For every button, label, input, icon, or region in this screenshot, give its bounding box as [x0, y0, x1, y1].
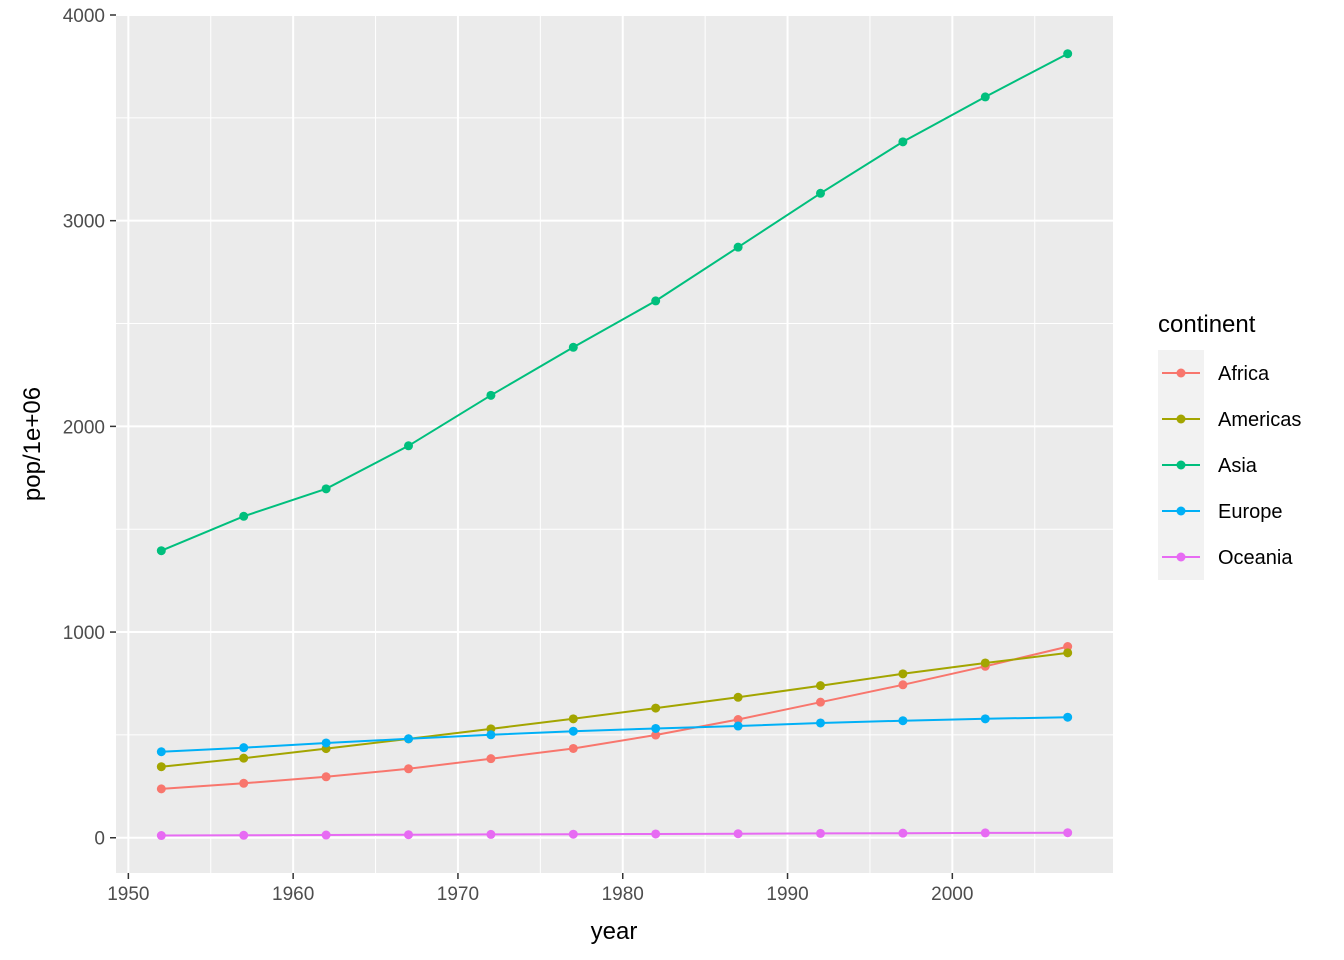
series-asia: [156, 49, 1073, 556]
legend-key-point: [1176, 368, 1186, 378]
y-tick-label: 3000: [63, 212, 105, 233]
data-point-asia: [733, 242, 743, 252]
x-axis-title: year: [591, 918, 638, 945]
data-point-asia: [568, 342, 578, 352]
x-tick-label: 2000: [931, 884, 973, 905]
legend-label-africa: Africa: [1218, 363, 1270, 385]
data-point-africa: [568, 743, 578, 753]
plot-panel: [116, 15, 1113, 873]
data-point-americas: [239, 753, 249, 763]
data-point-oceania: [733, 829, 743, 839]
legend-item-asia: Asia: [1162, 455, 1258, 477]
y-tick-label: 2000: [63, 417, 105, 438]
x-tick-label: 1980: [602, 884, 644, 905]
data-point-africa: [404, 764, 414, 774]
y-axis-title: pop/1e+06: [19, 387, 46, 501]
data-point-africa: [156, 784, 166, 794]
series-line-africa: [161, 645, 1068, 790]
data-point-oceania: [321, 830, 331, 840]
data-point-americas: [815, 681, 825, 691]
data-point-oceania: [568, 829, 578, 839]
data-point-europe: [980, 714, 990, 724]
legend-key-point: [1176, 552, 1186, 562]
data-point-asia: [486, 390, 496, 400]
data-point-oceania: [815, 828, 825, 838]
y-tick-label: 4000: [63, 6, 105, 27]
data-point-asia: [898, 137, 908, 147]
data-point-asia: [980, 92, 990, 102]
series-line-oceania: [161, 831, 1068, 837]
legend-label-oceania: Oceania: [1218, 547, 1293, 569]
series-europe: [156, 712, 1073, 757]
legend-key-point: [1176, 414, 1186, 424]
legend-item-europe: Europe: [1162, 501, 1283, 523]
data-point-europe: [733, 721, 743, 731]
series-line-americas: [161, 651, 1068, 768]
data-point-americas: [980, 658, 990, 668]
y-tick-label: 0: [94, 829, 105, 850]
data-point-americas: [651, 703, 661, 713]
data-point-oceania: [980, 828, 990, 838]
data-point-asia: [156, 546, 166, 556]
y-tick-label: 1000: [63, 623, 105, 644]
data-point-asia: [321, 484, 331, 494]
data-point-asia: [815, 188, 825, 198]
data-point-asia: [404, 441, 414, 451]
series-layer: [156, 49, 1073, 841]
data-point-africa: [733, 715, 743, 725]
data-point-oceania: [239, 830, 249, 840]
data-point-europe: [1063, 712, 1073, 722]
data-point-europe: [156, 747, 166, 757]
data-point-americas: [1063, 648, 1073, 658]
data-point-americas: [156, 762, 166, 772]
legend-label-asia: Asia: [1218, 455, 1258, 477]
data-point-africa: [239, 778, 249, 788]
data-point-europe: [898, 716, 908, 726]
data-point-americas: [898, 669, 908, 679]
legend-item-americas: Americas: [1162, 409, 1301, 431]
data-point-europe: [651, 723, 661, 733]
data-point-americas: [733, 692, 743, 702]
legend-label-americas: Americas: [1218, 409, 1301, 431]
data-point-oceania: [1063, 828, 1073, 838]
legend-item-oceania: Oceania: [1162, 547, 1293, 569]
series-oceania: [156, 828, 1073, 841]
data-point-oceania: [156, 831, 166, 841]
data-point-europe: [815, 718, 825, 728]
x-tick-label: 1960: [272, 884, 314, 905]
data-point-africa: [321, 772, 331, 782]
legend-label-europe: Europe: [1218, 501, 1283, 523]
data-point-europe: [486, 730, 496, 740]
legend-items: Africa Americas Asia Europe Oceania: [1162, 363, 1301, 569]
legend-title: continent: [1158, 311, 1256, 338]
data-point-europe: [404, 734, 414, 744]
x-tick-label: 1970: [437, 884, 479, 905]
legend-key-point: [1176, 460, 1186, 470]
data-point-africa: [486, 754, 496, 764]
data-point-oceania: [651, 829, 661, 839]
data-point-oceania: [898, 828, 908, 838]
data-point-africa: [898, 680, 908, 690]
data-point-europe: [321, 738, 331, 748]
series-line-asia: [160, 52, 1069, 552]
series-line-europe: [161, 716, 1068, 753]
x-tick-label: 1990: [766, 884, 808, 905]
data-point-europe: [568, 726, 578, 736]
legend-key-point: [1176, 506, 1186, 516]
data-point-americas: [568, 714, 578, 724]
data-point-asia: [239, 511, 249, 521]
legend-item-africa: Africa: [1162, 363, 1270, 385]
legend: continent Africa Americas Asia Europe Oceani…: [1158, 311, 1301, 580]
x-tick-label: 1950: [107, 884, 149, 905]
data-point-oceania: [486, 829, 496, 839]
data-point-africa: [651, 730, 661, 740]
data-point-europe: [239, 743, 249, 753]
data-point-oceania: [404, 830, 414, 840]
data-point-asia: [1063, 49, 1073, 59]
data-point-asia: [651, 296, 661, 306]
data-point-africa: [815, 697, 825, 707]
data-point-africa: [1063, 642, 1073, 652]
axes: 1950 1960 1970 1980 1990 2000 0 1000 2000 3000 400…: [63, 6, 974, 905]
